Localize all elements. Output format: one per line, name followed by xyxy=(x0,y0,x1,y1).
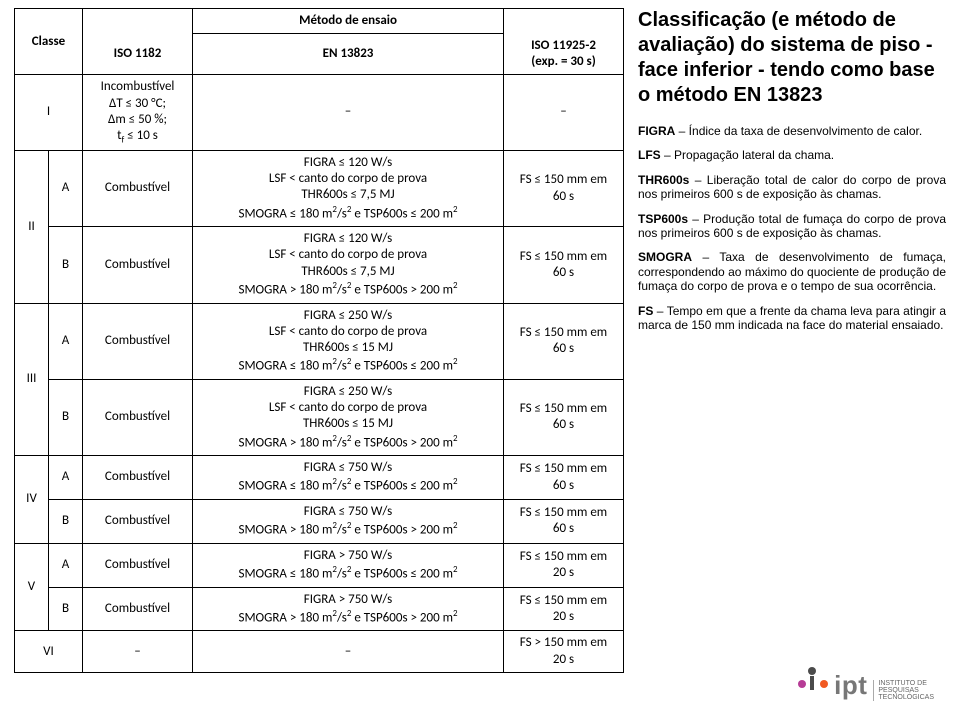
iso11925-a: ISO 11925-2 xyxy=(531,38,596,53)
cell-c4: – xyxy=(504,75,624,151)
definition: TSP600s – Produção total de fumaça do co… xyxy=(638,212,946,241)
cell-c3: FIGRA > 750 W/sSMOGRA > 180 m2/s2 e TSP6… xyxy=(193,587,504,631)
table-row: IIncombustívelΔT ≤ 30 °C;Δm ≤ 50 %;tf ≤ … xyxy=(15,75,624,151)
cell-c3: FIGRA ≤ 750 W/sSMOGRA > 180 m2/s2 e TSP6… xyxy=(193,499,504,543)
cell-c2: IncombustívelΔT ≤ 30 °C;Δm ≤ 50 %;tf ≤ 1… xyxy=(83,75,193,151)
definition: THR600s – Liberação total de calor do co… xyxy=(638,173,946,202)
logo-mark xyxy=(798,667,828,701)
definition: FIGRA – Índice da taxa de desenvolviment… xyxy=(638,124,946,138)
cell-classe: VI xyxy=(15,631,83,673)
cell-classe: I xyxy=(15,75,83,151)
cell-c2: Combustível xyxy=(83,543,193,587)
th-iso11925: ISO 11925-2 (exp. = 30 s) xyxy=(504,34,624,75)
cell-subclasse: B xyxy=(49,227,83,303)
table-row: BCombustívelFIGRA ≤ 750 W/sSMOGRA > 180 … xyxy=(15,499,624,543)
cell-c4: FS ≤ 150 mm em60 s xyxy=(504,150,624,226)
table-row: VACombustívelFIGRA > 750 W/sSMOGRA ≤ 180… xyxy=(15,543,624,587)
cell-classe: III xyxy=(15,303,49,456)
cell-c4: FS ≤ 150 mm em60 s xyxy=(504,227,624,303)
cell-subclasse: A xyxy=(49,150,83,226)
th-iso1182: ISO 1182 xyxy=(83,34,193,75)
cell-c4: FS ≤ 150 mm em60 s xyxy=(504,499,624,543)
th-en13823: EN 13823 xyxy=(193,34,504,75)
table-row: BCombustívelFIGRA ≤ 120 W/sLSF < canto d… xyxy=(15,227,624,303)
cell-c4: FS ≤ 150 mm em60 s xyxy=(504,456,624,500)
logo-subtitle: INSTITUTO DEPESQUISASTECNOLÓGICAS xyxy=(873,680,934,701)
table-row: BCombustívelFIGRA ≤ 250 W/sLSF < canto d… xyxy=(15,379,624,455)
cell-c3: FIGRA > 750 W/sSMOGRA ≤ 180 m2/s2 e TSP6… xyxy=(193,543,504,587)
th-empty xyxy=(83,9,193,34)
table-row: BCombustívelFIGRA > 750 W/sSMOGRA > 180 … xyxy=(15,587,624,631)
cell-c3: – xyxy=(193,631,504,673)
cell-c3: – xyxy=(193,75,504,151)
panel-title: Classificação (e método de avaliação) do… xyxy=(638,8,946,108)
cell-c2: Combustível xyxy=(83,303,193,379)
logo-text: ipt xyxy=(834,670,867,701)
cell-c4: FS ≤ 150 mm em60 s xyxy=(504,303,624,379)
cell-c4: FS ≤ 150 mm em20 s xyxy=(504,587,624,631)
cell-subclasse: A xyxy=(49,456,83,500)
page: Classe Método de ensaio ISO 1182 EN 1382… xyxy=(0,0,960,717)
cell-c4: FS ≤ 150 mm em20 s xyxy=(504,543,624,587)
table-row: IIACombustívelFIGRA ≤ 120 W/sLSF < canto… xyxy=(15,150,624,226)
th-metodo: Método de ensaio xyxy=(193,9,504,34)
th-empty2 xyxy=(504,9,624,34)
classification-table: Classe Método de ensaio ISO 1182 EN 1382… xyxy=(14,8,624,673)
cell-subclasse: B xyxy=(49,499,83,543)
cell-c4: FS ≤ 150 mm em60 s xyxy=(504,379,624,455)
side-panel: Classificação (e método de avaliação) do… xyxy=(638,8,946,709)
iso11925-b: (exp. = 30 s) xyxy=(531,54,596,69)
cell-classe: V xyxy=(15,543,49,631)
cell-c2: Combustível xyxy=(83,227,193,303)
table-row: VI––FS > 150 mm em20 s xyxy=(15,631,624,673)
cell-c2: Combustível xyxy=(83,499,193,543)
cell-c2: Combustível xyxy=(83,150,193,226)
table-panel: Classe Método de ensaio ISO 1182 EN 1382… xyxy=(14,8,624,709)
cell-c3: FIGRA ≤ 250 W/sLSF < canto do corpo de p… xyxy=(193,303,504,379)
cell-subclasse: B xyxy=(49,379,83,455)
cell-c3: FIGRA ≤ 120 W/sLSF < canto do corpo de p… xyxy=(193,227,504,303)
cell-classe: II xyxy=(15,150,49,303)
th-classe: Classe xyxy=(15,9,83,75)
definition: LFS – Propagação lateral da chama. xyxy=(638,148,946,162)
definition: FS – Tempo em que a frente da chama leva… xyxy=(638,304,946,333)
cell-c2: Combustível xyxy=(83,456,193,500)
cell-subclasse: A xyxy=(49,543,83,587)
definition: SMOGRA – Taxa de desenvolvimento de fuma… xyxy=(638,250,946,293)
ipt-logo: ipt INSTITUTO DEPESQUISASTECNOLÓGICAS xyxy=(798,667,934,701)
cell-subclasse: B xyxy=(49,587,83,631)
cell-c2: – xyxy=(83,631,193,673)
cell-c2: Combustível xyxy=(83,379,193,455)
table-row: IVACombustívelFIGRA ≤ 750 W/sSMOGRA ≤ 18… xyxy=(15,456,624,500)
cell-c2: Combustível xyxy=(83,587,193,631)
cell-subclasse: A xyxy=(49,303,83,379)
cell-c4: FS > 150 mm em20 s xyxy=(504,631,624,673)
cell-c3: FIGRA ≤ 750 W/sSMOGRA ≤ 180 m2/s2 e TSP6… xyxy=(193,456,504,500)
cell-c3: FIGRA ≤ 250 W/sLSF < canto do corpo de p… xyxy=(193,379,504,455)
cell-classe: IV xyxy=(15,456,49,544)
cell-c3: FIGRA ≤ 120 W/sLSF < canto do corpo de p… xyxy=(193,150,504,226)
table-row: IIIACombustívelFIGRA ≤ 250 W/sLSF < cant… xyxy=(15,303,624,379)
